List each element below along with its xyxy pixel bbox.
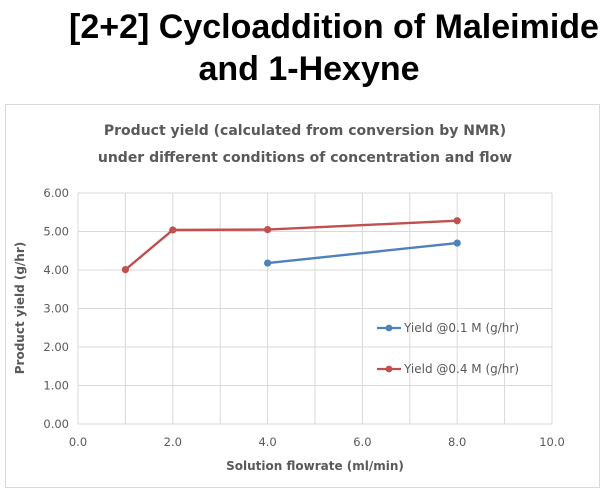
data-point	[264, 225, 272, 234]
slide-title-line2: and 1-Hexyne	[198, 50, 420, 88]
data-point	[453, 217, 461, 225]
y-axis-label: Product yield (g/hr)	[13, 242, 27, 374]
y-tick-label: 6.00	[43, 186, 69, 200]
y-tick-label: 2.00	[43, 340, 69, 354]
x-tick-label: 4.0	[258, 435, 276, 449]
x-tick-label: 2.0	[164, 435, 182, 449]
x-tick-label: 6.0	[353, 435, 371, 449]
legend-label: Yield @0.4 M (g/hr)	[403, 362, 519, 376]
y-tick-label: 5.00	[43, 225, 69, 239]
data-point	[121, 266, 129, 274]
data-point	[169, 226, 177, 234]
series-group	[121, 217, 461, 274]
series-line	[124, 219, 458, 271]
y-tick-label: 1.00	[43, 379, 69, 393]
x-tick-label: 10.0	[539, 435, 565, 449]
legend-swatch-marker	[385, 365, 393, 373]
x-tick-label: 8.0	[448, 435, 466, 449]
slide-title-line1: [2+2] Cycloaddition of Maleimide	[69, 8, 599, 46]
legend-item: Yield @0.1 M (g/hr)	[377, 321, 519, 335]
data-point	[453, 239, 461, 247]
data-point	[264, 259, 272, 267]
legend-label: Yield @0.1 M (g/hr)	[403, 321, 519, 335]
legend-swatch-marker	[385, 324, 393, 332]
legend: Yield @0.1 M (g/hr) Yield @0.4 M (g/hr)	[377, 321, 519, 376]
y-tick-label: 3.00	[43, 302, 69, 316]
series-1	[264, 239, 461, 267]
chart-title: Product yield (calculated from conversio…	[104, 123, 506, 139]
chart-subtitle: under different conditions of concentrat…	[98, 150, 512, 166]
y-tick-labels: 0.00 1.00 2.00 3.00 4.00 5.00 6.00	[43, 186, 69, 431]
slide-title: [2+2] Cycloaddition of Maleimide and 1-H…	[0, 6, 608, 90]
x-tick-label: 0.0	[69, 435, 87, 449]
legend-item: Yield @0.4 M (g/hr)	[377, 362, 519, 376]
series-line	[267, 241, 458, 265]
y-tick-label: 4.00	[43, 263, 69, 277]
grid-lines	[77, 192, 553, 425]
y-tick-label: 0.00	[43, 417, 69, 431]
series-2	[121, 217, 461, 274]
x-tick-labels: 0.0 2.0 4.0 6.0 8.0 10.0	[69, 435, 565, 449]
x-axis-label: Solution flowrate (ml/min)	[226, 459, 404, 473]
